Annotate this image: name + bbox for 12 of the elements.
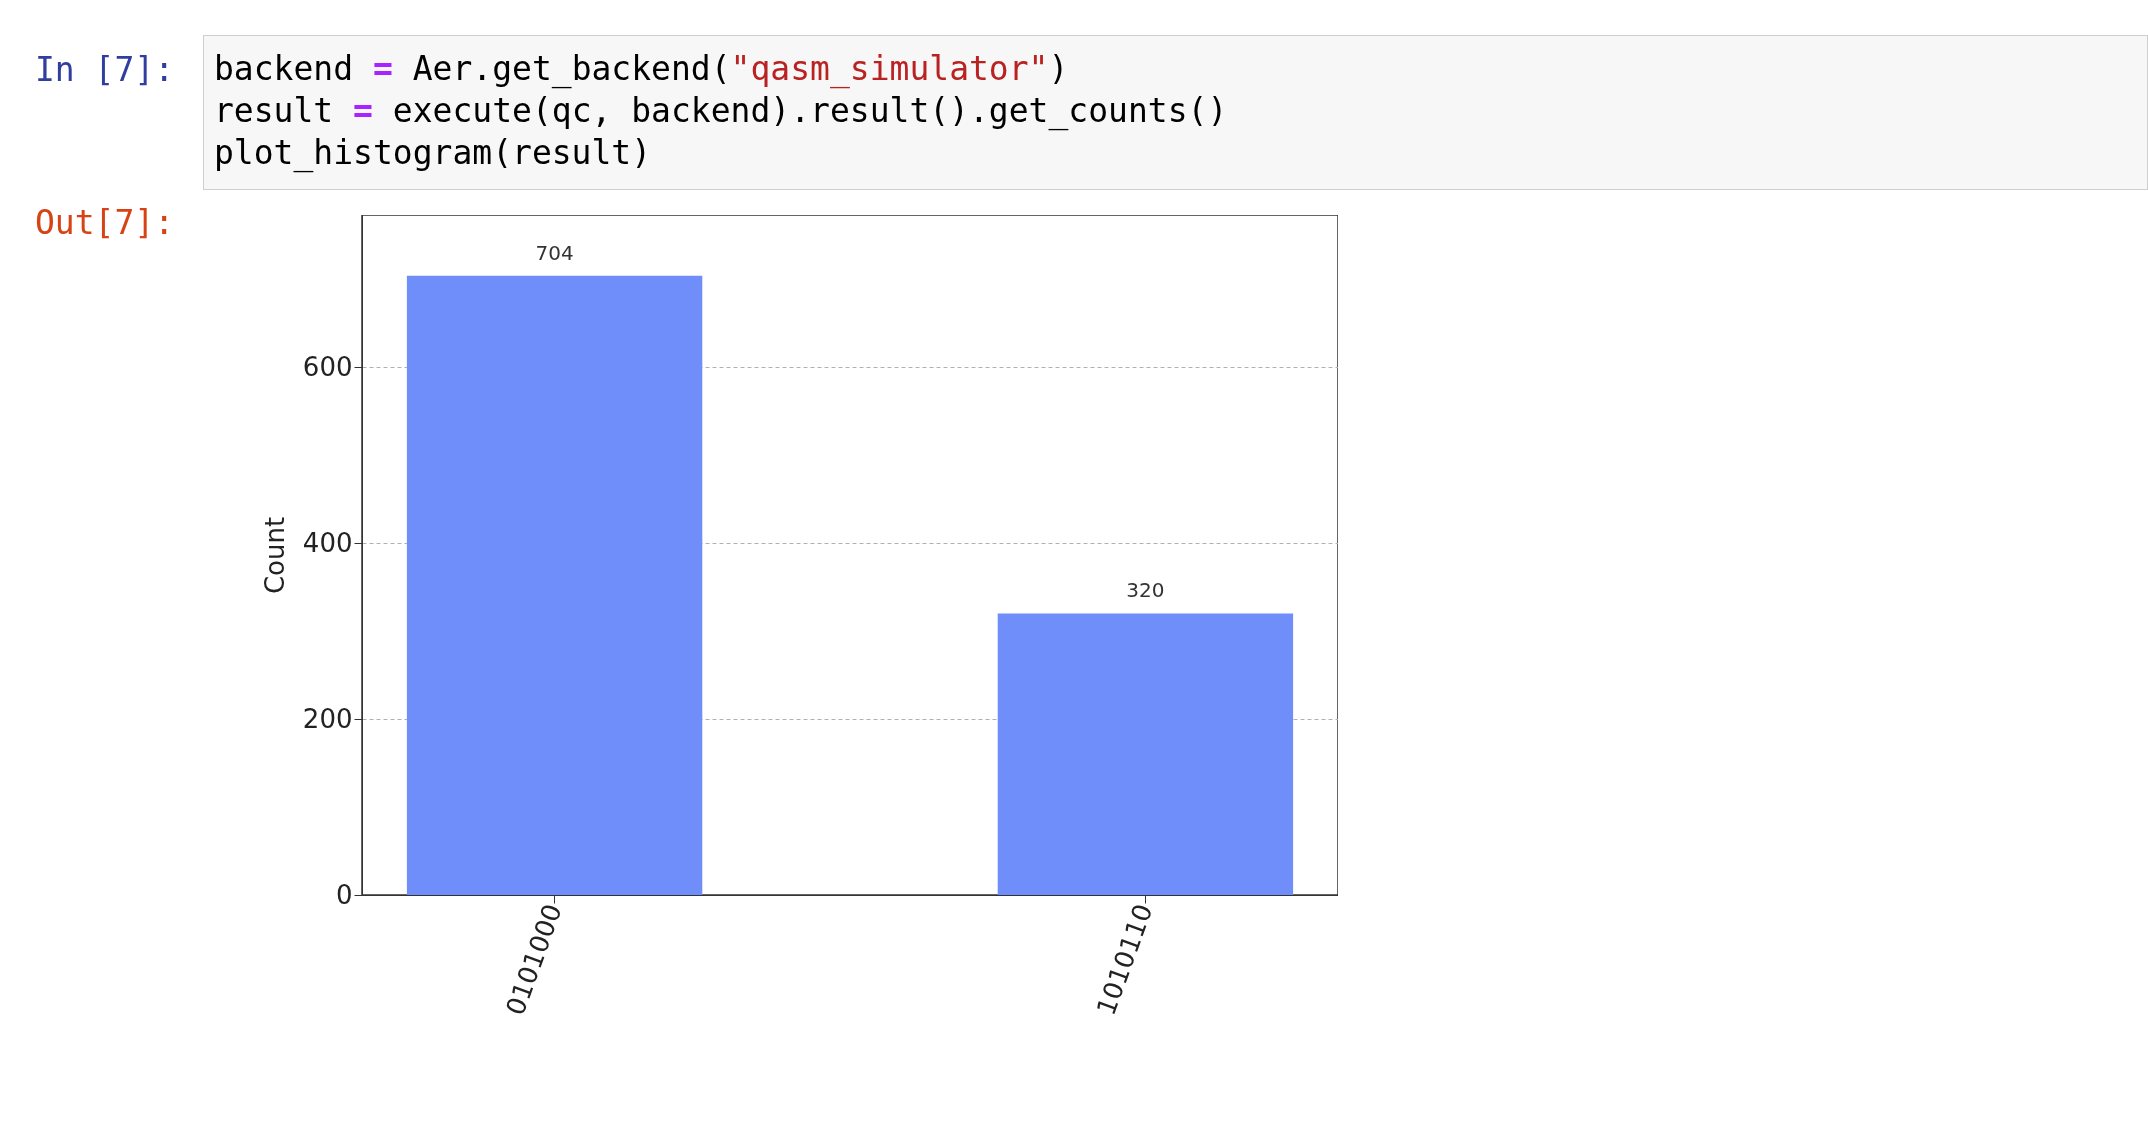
text: backend = Aer.get_backend("qasm_simulator") [214, 49, 1069, 88]
y-axis-title: Count [259, 516, 290, 595]
text: plot_histogram(result) [214, 133, 652, 172]
y-tick-label: 400 [302, 527, 353, 558]
text: Out[7]: [35, 203, 175, 242]
y-tick-label: 600 [302, 351, 353, 382]
y-tick-label: 0 [335, 879, 353, 910]
data-label: 320 [1126, 578, 1165, 603]
y-tick-label: 200 [302, 703, 353, 734]
text: result = execute(qc, backend).result().get_counts() [214, 91, 1228, 130]
data-label: 704 [535, 240, 574, 265]
text: In [7]: [35, 50, 175, 89]
